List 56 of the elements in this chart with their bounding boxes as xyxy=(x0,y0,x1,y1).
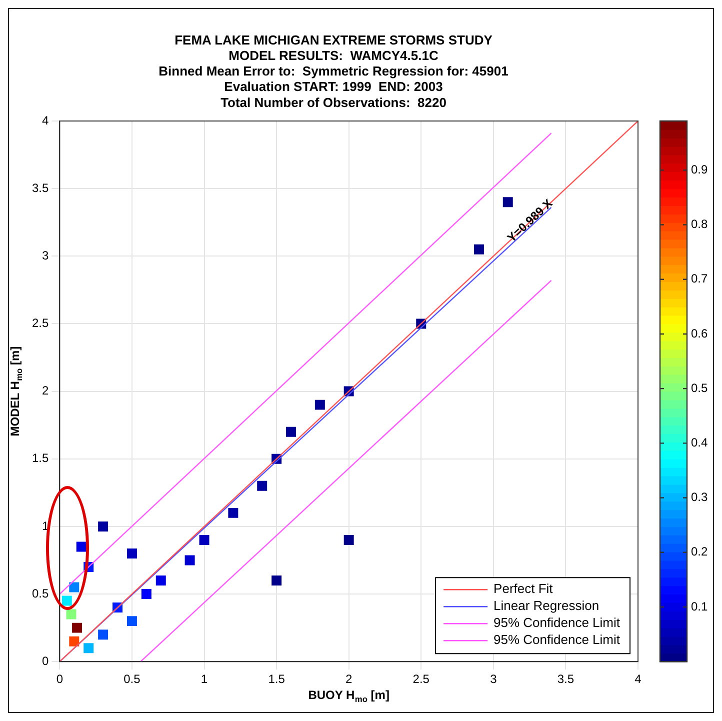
point xyxy=(69,636,80,646)
x-tick-label: 2 xyxy=(345,672,352,686)
y-tick-label: 2.5 xyxy=(32,316,49,330)
point xyxy=(66,609,76,620)
y-tick-label: 0.5 xyxy=(32,586,49,600)
legend-label: Linear Regression xyxy=(494,598,600,614)
point xyxy=(257,480,268,491)
x-tick-label: 3.5 xyxy=(557,672,574,686)
point xyxy=(199,534,210,545)
x-tick-label: 4 xyxy=(634,672,642,686)
color-bar-label: 0.3 xyxy=(691,490,708,504)
point xyxy=(344,534,354,545)
legend-label: Perfect Fit xyxy=(494,581,554,596)
point xyxy=(76,542,86,552)
y-tick-label: 1.5 xyxy=(32,451,49,466)
color-bar-label: 0.9 xyxy=(691,162,708,176)
y-tick-label: 0 xyxy=(42,654,49,668)
point xyxy=(126,548,137,558)
chart-subtitle: MODEL RESULTS: WAMCY4.5.1C Binned Mean Error to: Symmetric Regression for: 45901 Evaluation START: 1999 END: 2003 Total Number of Observations: 8220 xyxy=(158,48,508,110)
y-tick-label: 3.5 xyxy=(32,180,49,195)
color-bar-label: 0.5 xyxy=(691,380,708,395)
y-tick-label: 3 xyxy=(42,248,49,262)
x-tick-label: 3 xyxy=(490,672,498,686)
point xyxy=(156,576,166,586)
point xyxy=(314,400,325,410)
point xyxy=(62,596,72,606)
point xyxy=(184,555,195,566)
chart-title: FEMA LAKE MICHIGAN EXTREME STORMS STUDY xyxy=(174,32,493,48)
x-tick-label: 0.5 xyxy=(124,672,141,686)
x-tick-label: 1.5 xyxy=(268,672,286,686)
color-bar-label: 0.1 xyxy=(691,599,708,614)
legend-label: 95% Confidence Limit xyxy=(494,615,620,630)
x-tick-label: 0 xyxy=(56,672,64,686)
y-axis-title: MODEL Hmo [m] xyxy=(8,346,24,436)
point xyxy=(84,643,94,654)
point xyxy=(126,616,137,626)
x-tick-label: 1 xyxy=(200,672,208,686)
point xyxy=(69,582,80,592)
color-bar-label: 0.7 xyxy=(691,272,708,286)
point xyxy=(474,244,484,254)
point xyxy=(72,622,82,633)
color-bar-label: 0.4 xyxy=(691,435,708,450)
point xyxy=(141,589,152,600)
y-tick-label: 4 xyxy=(42,113,49,128)
x-tick-label: 2.5 xyxy=(412,672,430,686)
color-bar-label: 0.8 xyxy=(691,217,708,232)
point xyxy=(272,576,282,586)
color-bar-label: 0.6 xyxy=(691,326,708,340)
legend-label: 95% Confidence Limit xyxy=(494,632,620,648)
point xyxy=(98,630,108,640)
point xyxy=(98,521,108,532)
y-tick-label: 2 xyxy=(42,384,49,398)
point xyxy=(286,426,296,437)
point xyxy=(502,197,513,208)
point xyxy=(228,508,238,518)
color-bar-label: 0.2 xyxy=(691,544,708,559)
